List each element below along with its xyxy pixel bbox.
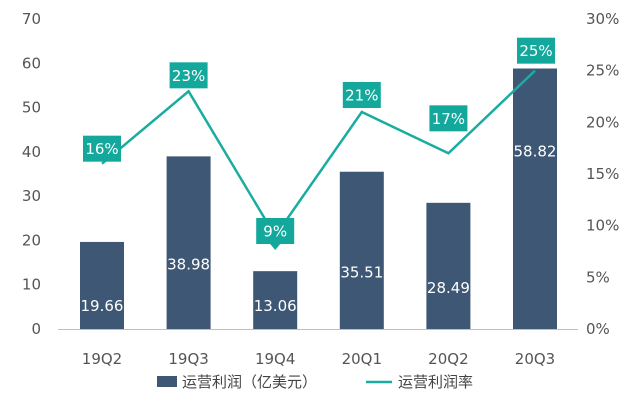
- rate-label-box: [169, 62, 208, 89]
- rate-value-label: 25%: [519, 42, 552, 60]
- category-label: 19Q2: [82, 350, 122, 368]
- left-tick-label: 0: [31, 320, 41, 338]
- right-tick-label: 0%: [586, 320, 610, 338]
- rate-label-box: [83, 135, 121, 162]
- bar-value-label: 38.98: [167, 256, 210, 274]
- bar-value-labels: 19.66 38.98 13.06 35.51 28.49 58.82: [81, 143, 557, 315]
- left-tick-label: 70: [22, 10, 41, 28]
- right-tick-label: 20%: [586, 113, 619, 131]
- bar: [426, 202, 471, 329]
- rate-label-box: [429, 105, 468, 132]
- bar: [166, 156, 211, 329]
- legend-bar-swatch: [157, 376, 177, 387]
- legend-bar-label: 运营利润（亿美元）: [182, 373, 317, 391]
- bar-value-label: 19.66: [81, 297, 124, 315]
- rate-value-label: 23%: [172, 67, 205, 85]
- right-tick-label: 25%: [586, 62, 619, 80]
- rate-value-label: 16%: [85, 140, 118, 158]
- bar-value-label: 35.51: [340, 263, 383, 281]
- rate-label-box: [256, 218, 295, 244]
- left-tick-label: 10: [22, 276, 41, 294]
- right-tick-label: 10%: [586, 217, 619, 235]
- bar-value-label: 13.06: [254, 297, 297, 315]
- rate-label-box: [342, 82, 381, 108]
- left-tick-label: 50: [22, 99, 41, 117]
- category-label: 19Q3: [168, 350, 208, 368]
- legend-line-label: 运营利润率: [398, 373, 473, 391]
- left-axis-ticks: 0 10 20 30 40 50 60 70: [22, 10, 41, 338]
- bar-series: [80, 68, 557, 330]
- bar: [513, 68, 557, 330]
- left-tick-label: 40: [22, 143, 41, 161]
- rate-value-label: 9%: [263, 223, 287, 241]
- category-label: 20Q3: [515, 350, 555, 368]
- rate-label-box: [517, 37, 555, 64]
- right-tick-label: 30%: [586, 10, 619, 28]
- category-label: 19Q4: [255, 350, 295, 368]
- right-tick-label: 15%: [586, 165, 619, 183]
- left-tick-label: 60: [22, 54, 41, 72]
- left-tick-label: 30: [22, 187, 41, 205]
- category-label: 20Q1: [342, 350, 382, 368]
- rate-label-pointer: [270, 244, 281, 250]
- bar-value-label: 28.49: [427, 279, 470, 297]
- category-labels: 19Q2 19Q3 19Q4 20Q1 20Q2 20Q3: [82, 350, 555, 368]
- rate-value-label: 21%: [345, 87, 378, 105]
- category-label: 20Q2: [428, 350, 468, 368]
- legend: 运营利润（亿美元） 运营利润率: [157, 373, 473, 391]
- rate-value-label: 17%: [432, 110, 465, 128]
- right-axis-ticks: 0% 5% 10% 15% 20% 25% 30%: [586, 10, 619, 338]
- bar-value-label: 58.82: [514, 143, 557, 161]
- rate-value-labels: 16% 23% 9% 21% 17% 25%: [83, 37, 555, 250]
- bar: [253, 271, 298, 329]
- rate-line: [101, 69, 536, 239]
- bar: [339, 171, 384, 329]
- right-tick-label: 5%: [586, 268, 610, 286]
- left-tick-label: 20: [22, 231, 41, 249]
- bar: [80, 241, 124, 329]
